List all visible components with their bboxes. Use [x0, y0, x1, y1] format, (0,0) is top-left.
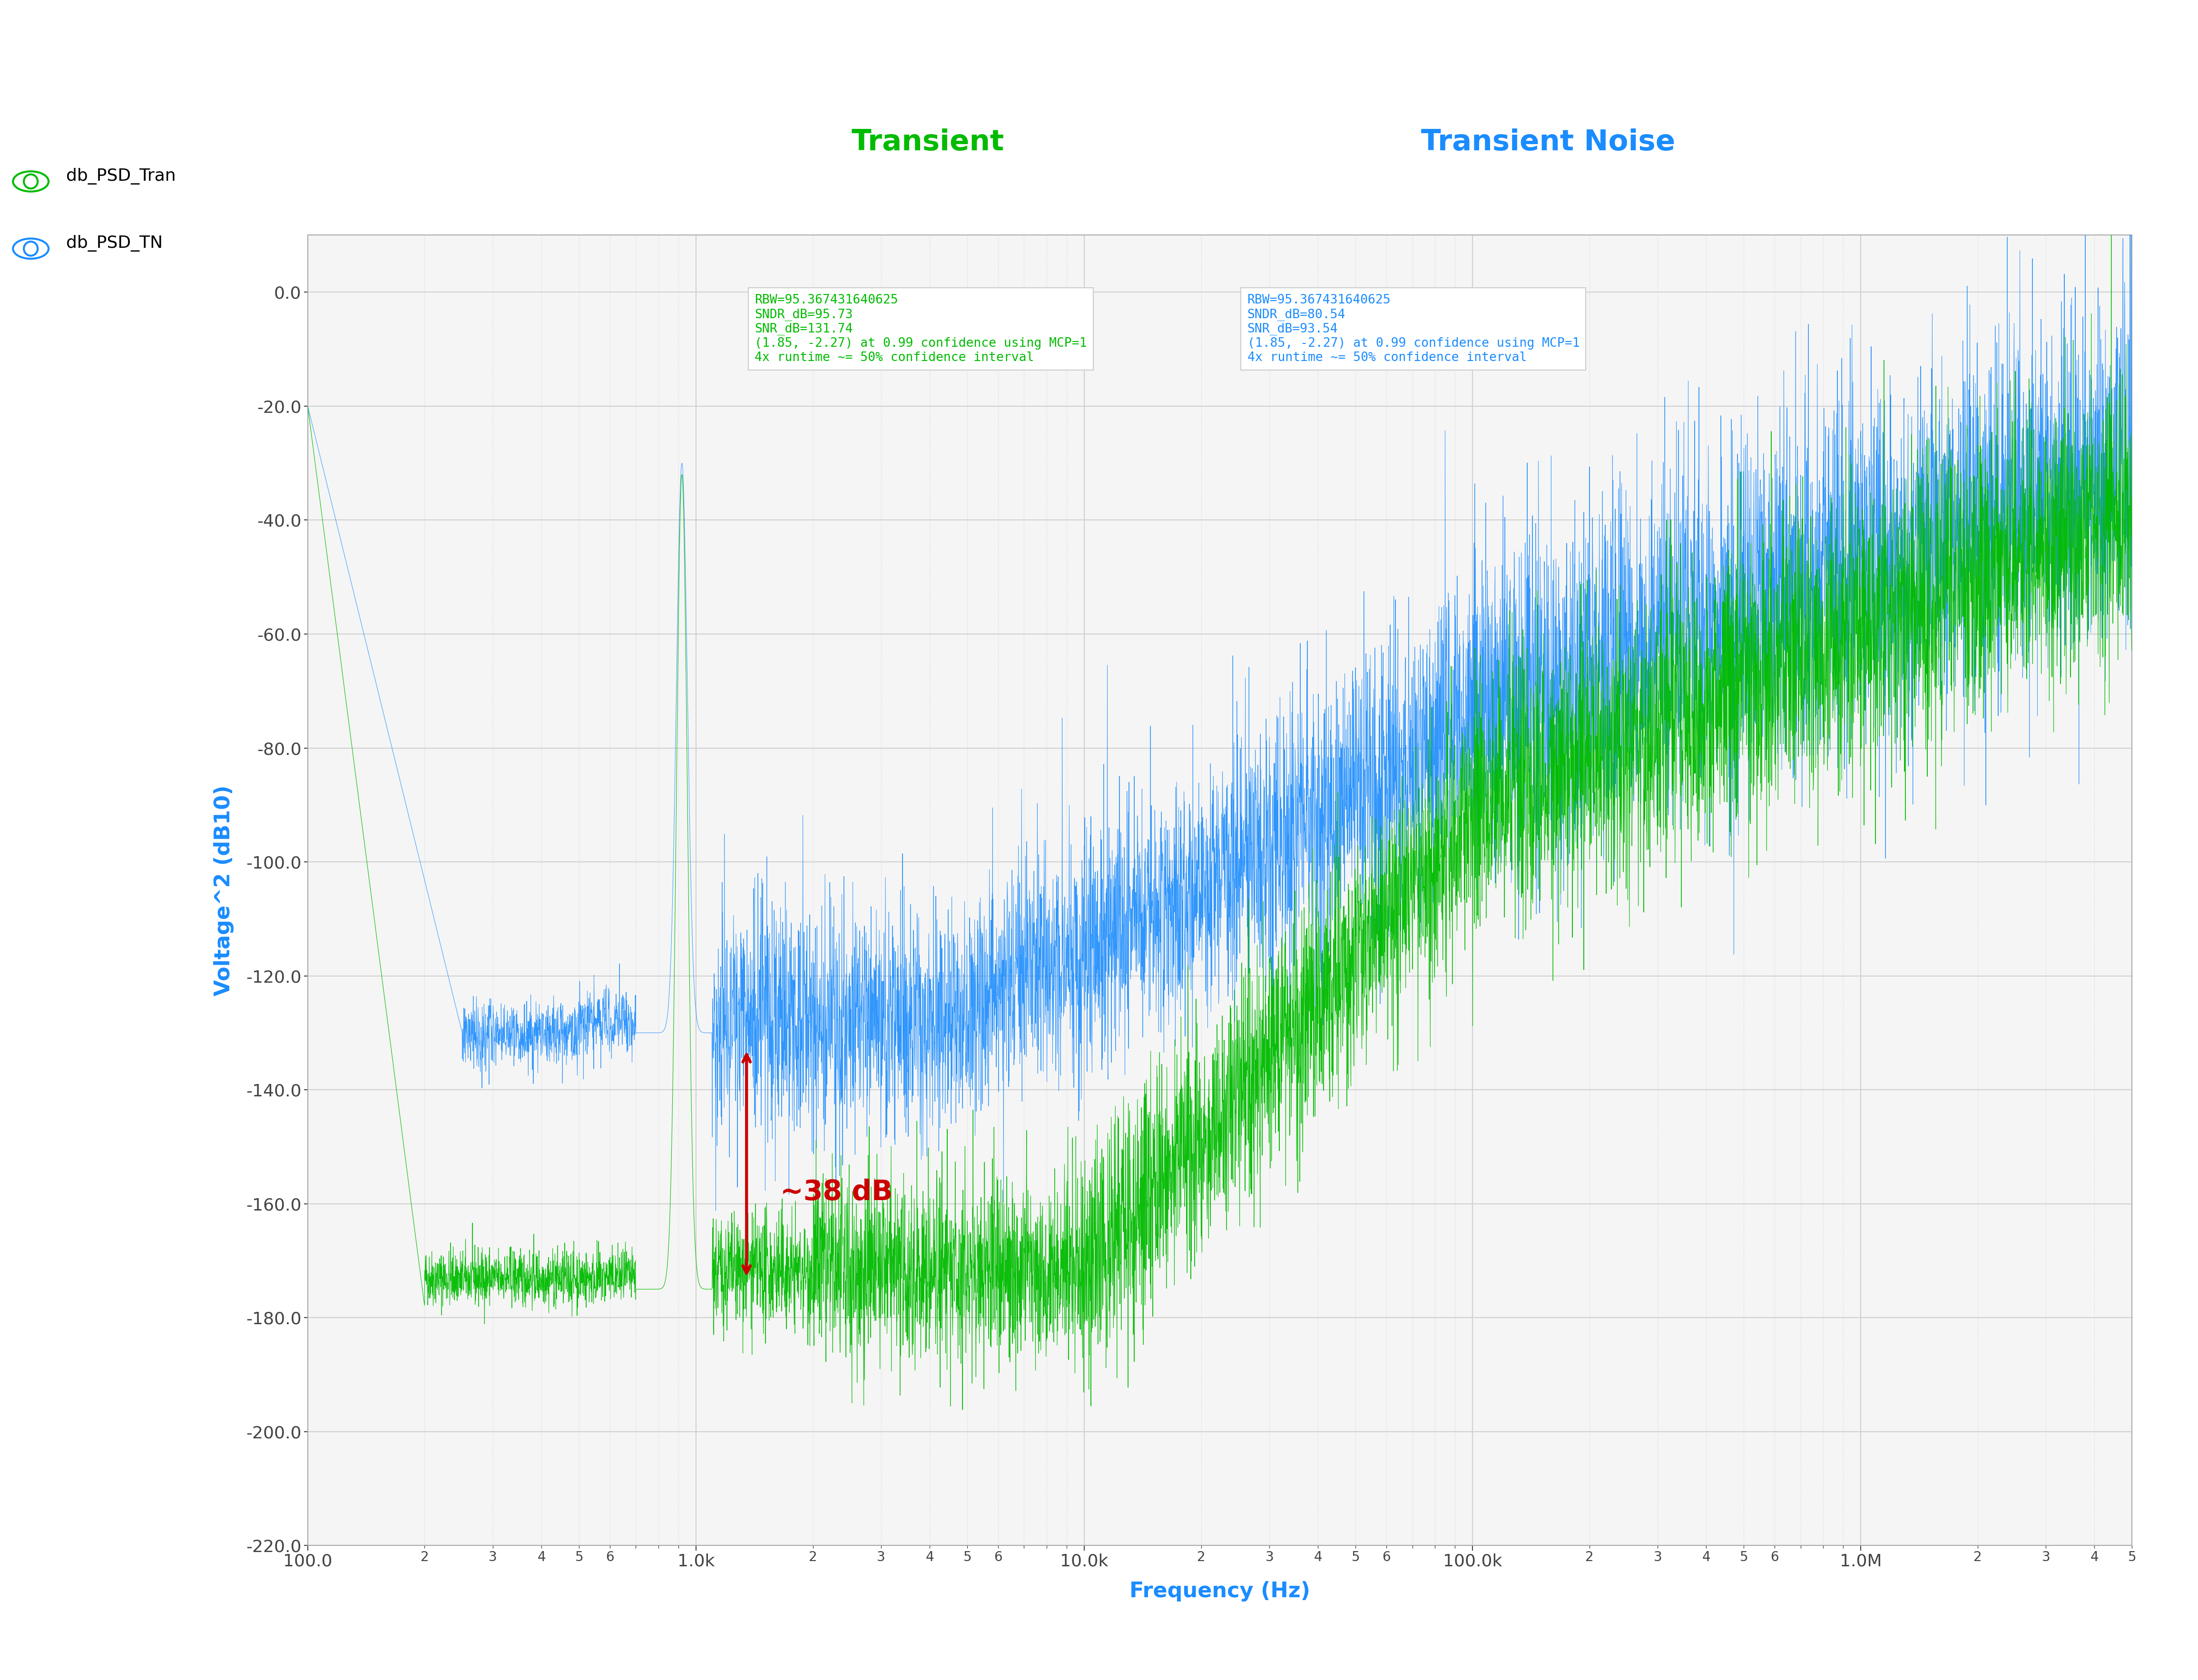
Text: RBW=95.367431640625
SNDR_dB=80.54
SNR_dB=93.54
(1.85, -2.27) at 0.99 confidence : RBW=95.367431640625 SNDR_dB=80.54 SNR_dB… — [1246, 294, 1580, 363]
Text: Transient Noise: Transient Noise — [1422, 128, 1675, 156]
Text: db_PSD_TN: db_PSD_TN — [66, 235, 163, 252]
Text: RBW=95.367431640625
SNDR_dB=95.73
SNR_dB=131.74
(1.85, -2.27) at 0.99 confidence: RBW=95.367431640625 SNDR_dB=95.73 SNR_dB… — [754, 294, 1088, 363]
Text: ~38 dB: ~38 dB — [780, 1179, 892, 1206]
Text: Transient: Transient — [851, 128, 1004, 156]
Text: db_PSD_Tran: db_PSD_Tran — [66, 168, 176, 185]
Y-axis label: Voltage^2 (dB10): Voltage^2 (dB10) — [213, 785, 233, 996]
X-axis label: Frequency (Hz): Frequency (Hz) — [1130, 1581, 1310, 1601]
